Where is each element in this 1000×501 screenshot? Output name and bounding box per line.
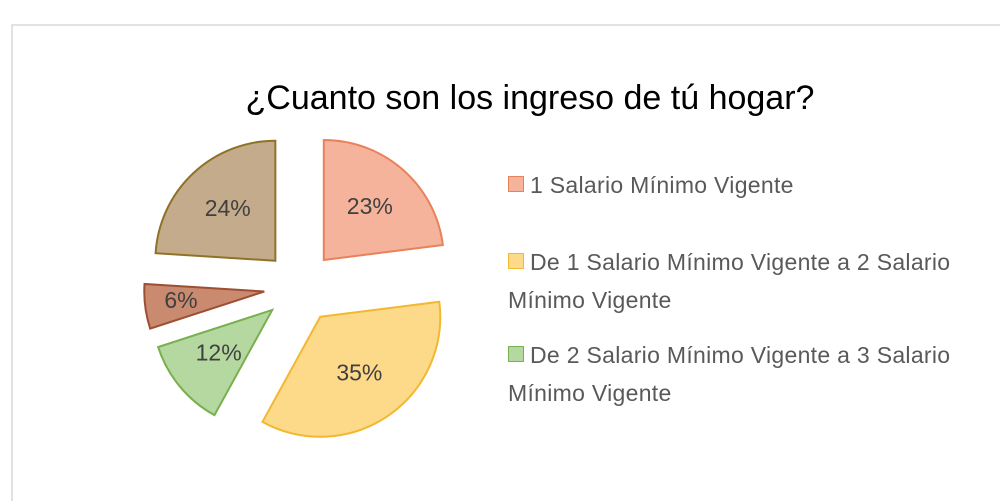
legend-entry: 1 Salario Mínimo Vigente [508, 166, 988, 204]
pie-slice [322, 138, 444, 262]
chart-title: ¿Cuanto son los ingreso de tú hogar? [246, 79, 815, 117]
legend-swatch [508, 346, 524, 362]
legend-label: De 2 Salario Mínimo Vigente a 3 Salario … [508, 342, 951, 406]
pie-slice [154, 139, 277, 262]
legend-swatch [508, 176, 524, 192]
data-label: 35% [336, 359, 382, 385]
data-label: 24% [205, 195, 251, 221]
chart-frame [11, 24, 1000, 501]
legend-entry: De 1 Salario Mínimo Vigente a 2 Salario … [508, 243, 988, 319]
pie-slice [143, 282, 265, 330]
legend-label: De 1 Salario Mínimo Vigente a 2 Salario … [508, 249, 951, 313]
data-label: 6% [164, 287, 197, 313]
pie-slice [156, 308, 275, 417]
pie-slice [261, 300, 442, 438]
data-label: 12% [196, 339, 242, 365]
legend-label: 1 Salario Mínimo Vigente [530, 172, 794, 198]
data-label: 23% [347, 193, 393, 219]
legend-entry: De 2 Salario Mínimo Vigente a 3 Salario … [508, 336, 988, 412]
legend-swatch [508, 253, 524, 269]
